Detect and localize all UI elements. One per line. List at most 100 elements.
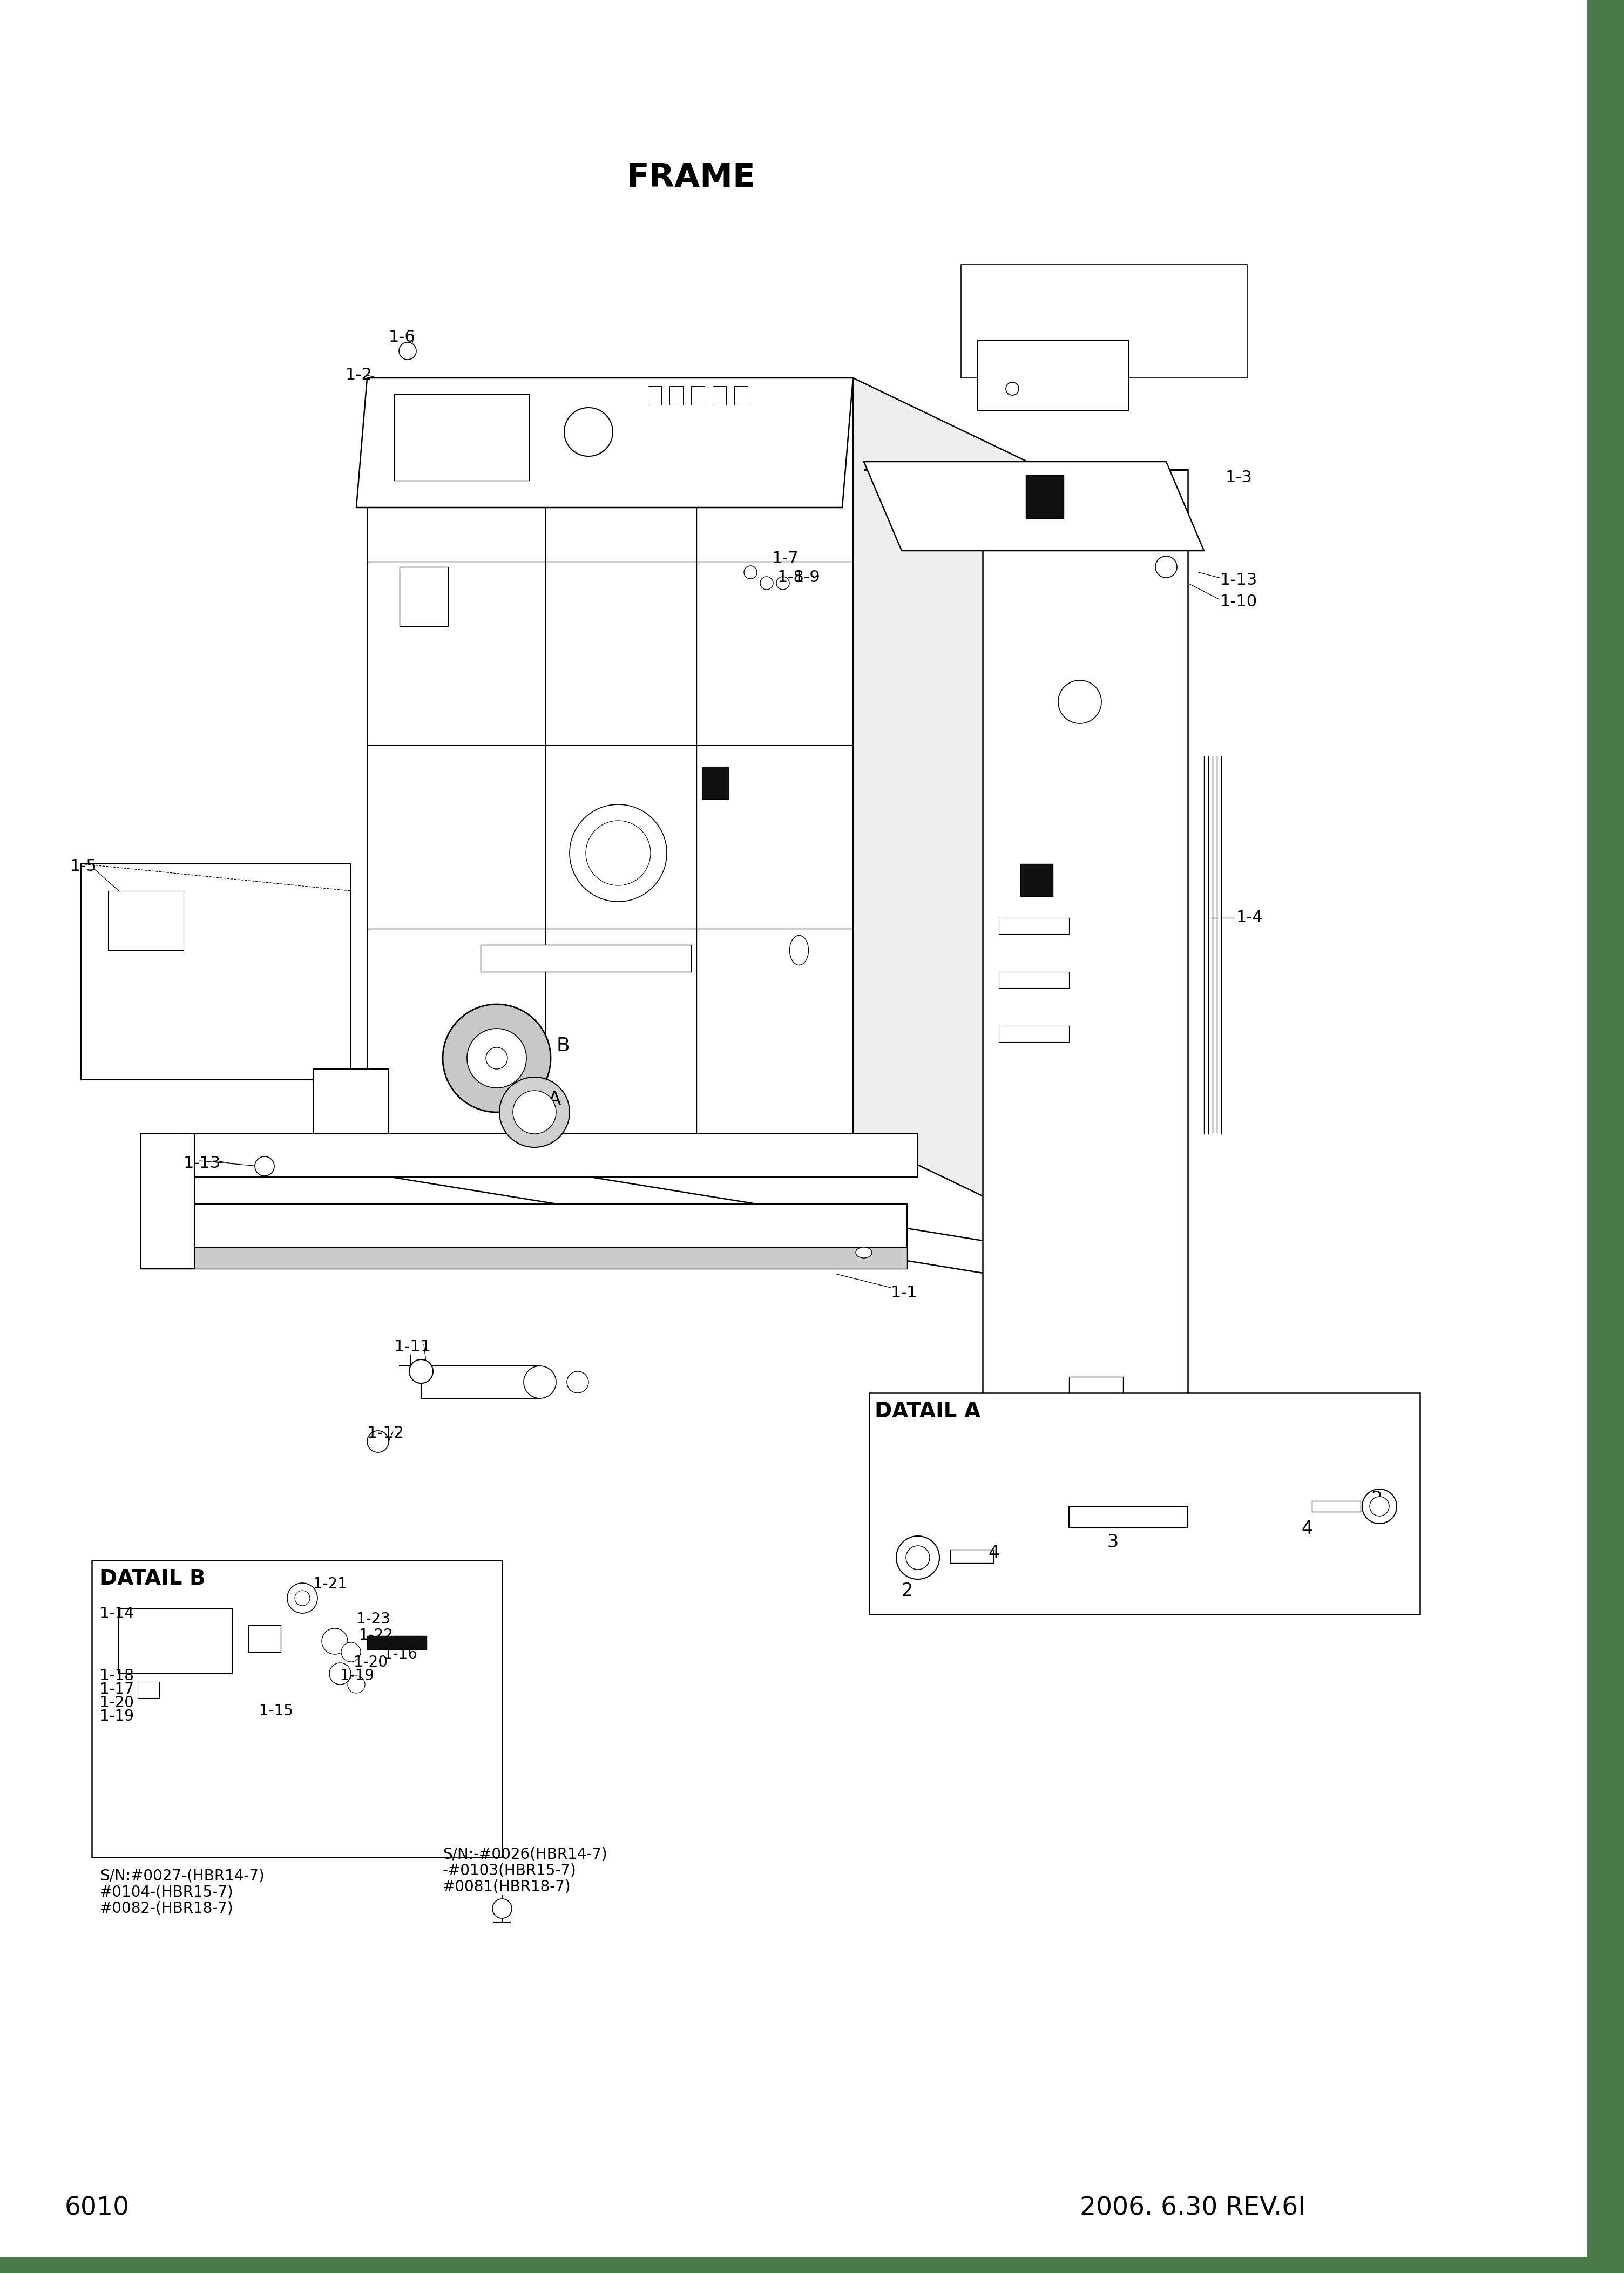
Bar: [93, 1559, 502, 1857]
Polygon shape: [367, 1637, 427, 1650]
Text: 2006. 6.30 REV.6I: 2006. 6.30 REV.6I: [1080, 2196, 1306, 2221]
Text: 1-13: 1-13: [1220, 573, 1257, 589]
Bar: [1587, 0, 1624, 2273]
Text: 1-17: 1-17: [101, 1682, 133, 1698]
Circle shape: [367, 1430, 388, 1452]
Polygon shape: [853, 377, 1122, 1264]
Polygon shape: [692, 386, 705, 405]
Polygon shape: [1312, 1500, 1361, 1512]
Bar: [869, 1393, 1419, 1614]
Polygon shape: [999, 973, 1069, 989]
Text: #0104-(HBR15-7): #0104-(HBR15-7): [101, 1884, 234, 1900]
Text: 1-22: 1-22: [359, 1627, 393, 1643]
Polygon shape: [140, 1134, 195, 1268]
Polygon shape: [248, 1625, 281, 1652]
Circle shape: [906, 1546, 929, 1568]
Ellipse shape: [789, 936, 809, 966]
Text: -#0111(HBR15-7): -#0111(HBR15-7): [970, 293, 1103, 309]
Text: 1-3: 1-3: [1226, 471, 1252, 486]
Bar: [961, 264, 1247, 377]
Circle shape: [287, 1582, 317, 1614]
Text: 1-16: 1-16: [383, 1646, 417, 1662]
Polygon shape: [421, 1366, 539, 1398]
Circle shape: [330, 1664, 351, 1684]
Circle shape: [570, 805, 667, 902]
Text: 1-2: 1-2: [346, 368, 372, 382]
Circle shape: [492, 1898, 512, 1918]
Circle shape: [500, 1077, 570, 1148]
Text: 1-14: 1-14: [101, 1607, 133, 1621]
Circle shape: [409, 1359, 434, 1384]
Circle shape: [564, 407, 612, 457]
Polygon shape: [669, 386, 684, 405]
Circle shape: [513, 1091, 555, 1134]
Circle shape: [322, 1627, 348, 1655]
Text: B: B: [555, 1036, 570, 1055]
Polygon shape: [367, 377, 853, 1134]
Polygon shape: [140, 1248, 908, 1268]
Polygon shape: [734, 386, 747, 405]
Polygon shape: [950, 1550, 994, 1564]
Text: #0081(HBR18-7): #0081(HBR18-7): [443, 1880, 572, 1893]
Polygon shape: [356, 377, 853, 507]
Circle shape: [255, 1157, 274, 1175]
Text: 1-9: 1-9: [794, 571, 820, 584]
Circle shape: [296, 1591, 310, 1605]
Polygon shape: [323, 1134, 1122, 1296]
Text: S/N:-#0029(HBR14-7): S/N:-#0029(HBR14-7): [970, 275, 1134, 291]
Circle shape: [341, 1643, 361, 1662]
Polygon shape: [1069, 1377, 1122, 1430]
Circle shape: [567, 1371, 588, 1393]
Text: 1-7: 1-7: [771, 550, 799, 566]
Circle shape: [744, 566, 757, 580]
Text: 1-1: 1-1: [892, 1284, 918, 1300]
Circle shape: [1155, 557, 1177, 577]
Text: 1-19: 1-19: [101, 1709, 133, 1723]
Text: A: A: [547, 1091, 562, 1109]
Polygon shape: [999, 918, 1069, 934]
Text: 1-20: 1-20: [101, 1696, 133, 1709]
Text: 4: 4: [1301, 1521, 1312, 1537]
Text: 6010: 6010: [65, 2196, 130, 2221]
Text: DATAIL A: DATAIL A: [875, 1400, 981, 1421]
Text: 1-13: 1-13: [184, 1155, 221, 1171]
Circle shape: [468, 1027, 526, 1089]
Text: 2: 2: [901, 1582, 913, 1600]
Polygon shape: [702, 766, 729, 800]
Text: #0089(HBR18-7): #0089(HBR18-7): [970, 314, 1098, 327]
Text: 4: 4: [987, 1543, 999, 1562]
Text: 1-19: 1-19: [339, 1668, 374, 1684]
Text: 2: 2: [1371, 1491, 1384, 1507]
Text: 1-10: 1-10: [1059, 348, 1096, 364]
Circle shape: [1005, 382, 1018, 396]
Circle shape: [486, 1048, 507, 1068]
Text: 3: 3: [1108, 1534, 1119, 1550]
Bar: [0, 2257, 1624, 2273]
Polygon shape: [648, 386, 661, 405]
Text: 1-23: 1-23: [356, 1612, 390, 1627]
Text: 1-6: 1-6: [388, 330, 416, 345]
Polygon shape: [138, 1682, 159, 1698]
Text: #0082-(HBR18-7): #0082-(HBR18-7): [101, 1900, 234, 1916]
Text: 1-21: 1-21: [313, 1577, 348, 1591]
Text: S/N:-#0026(HBR14-7): S/N:-#0026(HBR14-7): [443, 1846, 607, 1862]
Polygon shape: [81, 864, 351, 1080]
Text: 1-18: 1-18: [101, 1668, 133, 1684]
Circle shape: [523, 1366, 555, 1398]
Text: FRAME: FRAME: [627, 161, 755, 193]
Text: 1-20: 1-20: [354, 1655, 388, 1671]
Polygon shape: [1020, 864, 1052, 896]
Text: 1-4: 1-4: [1236, 909, 1263, 925]
Polygon shape: [151, 1205, 908, 1248]
Polygon shape: [395, 393, 529, 480]
Text: S/N:#0027-(HBR14-7): S/N:#0027-(HBR14-7): [101, 1868, 265, 1884]
Text: 1-8: 1-8: [778, 571, 804, 584]
Circle shape: [760, 577, 773, 589]
Text: 1-5: 1-5: [70, 859, 97, 875]
Polygon shape: [400, 566, 448, 627]
Circle shape: [1369, 1496, 1389, 1516]
Text: -#0103(HBR15-7): -#0103(HBR15-7): [443, 1862, 577, 1877]
Circle shape: [1059, 680, 1101, 723]
Text: 1-10: 1-10: [1220, 593, 1257, 609]
Polygon shape: [864, 461, 1203, 550]
